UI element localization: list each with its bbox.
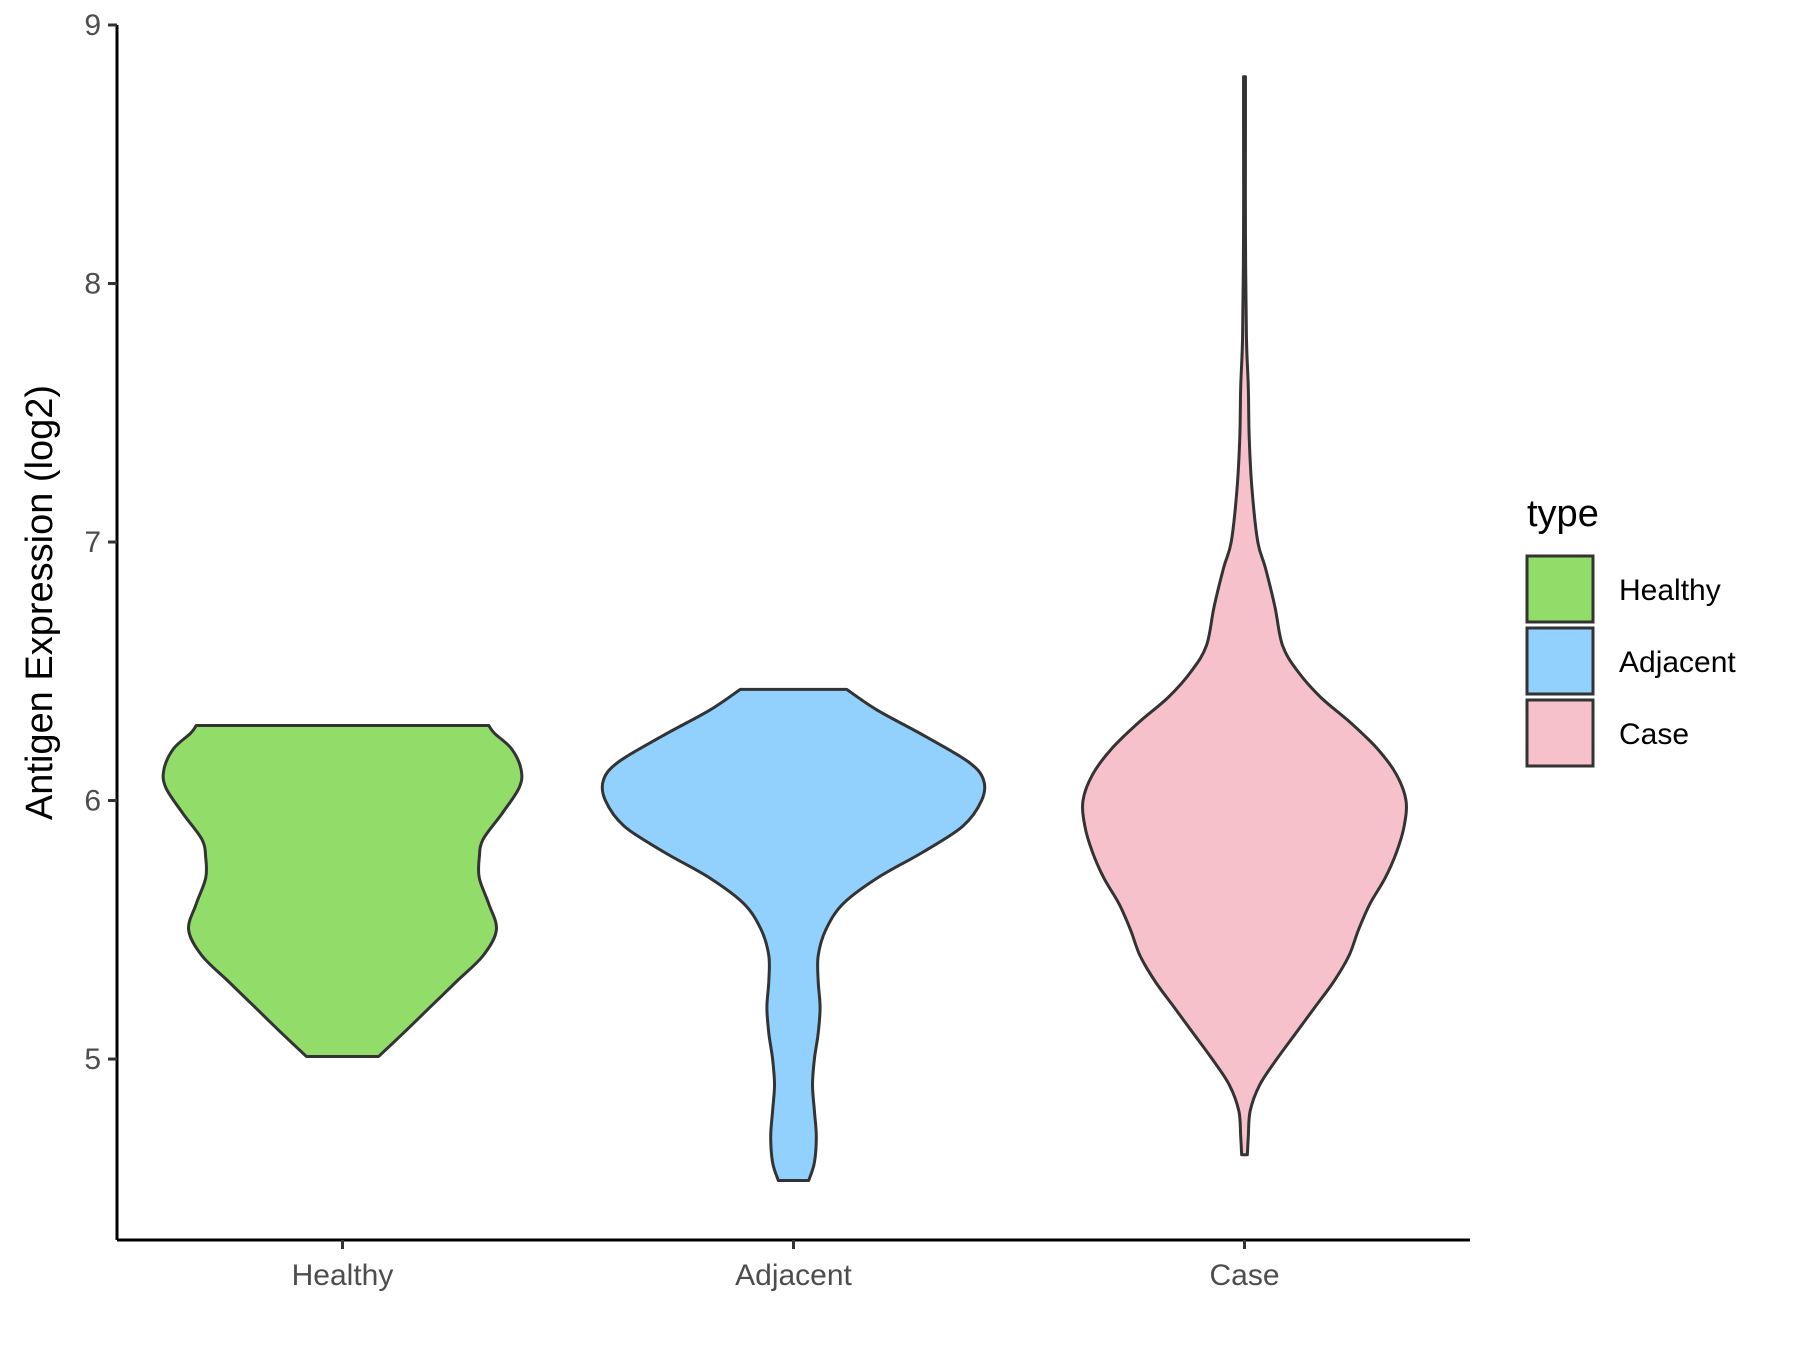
y-ticks: 5 6 7 8 9 [84, 9, 117, 1076]
legend-entries: Healthy Adjacent Case [1525, 554, 1736, 768]
x-ticks: Healthy Adjacent Case [292, 1240, 1280, 1292]
legend-swatch-adjacent [1525, 626, 1595, 696]
y-tick-label: 6 [84, 785, 101, 818]
violin-adjacent [600, 687, 987, 1183]
y-tick-label: 7 [84, 526, 101, 559]
legend-label-adjacent: Adjacent [1619, 646, 1736, 679]
x-tick-label-adjacent: Adjacent [735, 1259, 852, 1292]
legend: type Healthy Adjacent Case [1525, 493, 1736, 768]
legend-label-healthy: Healthy [1619, 574, 1721, 607]
y-tick-label: 9 [84, 9, 101, 42]
violin-healthy [161, 724, 524, 1058]
legend-swatch-case [1525, 698, 1595, 768]
x-tick-label-healthy: Healthy [292, 1259, 394, 1292]
legend-title: type [1527, 493, 1599, 535]
violins [161, 75, 1408, 1183]
violin-case [1081, 75, 1408, 1157]
y-axis-title: Antigen Expression (log2) [19, 385, 61, 820]
legend-swatch-healthy [1525, 554, 1595, 624]
legend-label-case: Case [1619, 718, 1689, 751]
y-tick-label: 5 [84, 1043, 101, 1076]
y-tick-label: 8 [84, 268, 101, 301]
x-tick-label-case: Case [1209, 1259, 1279, 1292]
